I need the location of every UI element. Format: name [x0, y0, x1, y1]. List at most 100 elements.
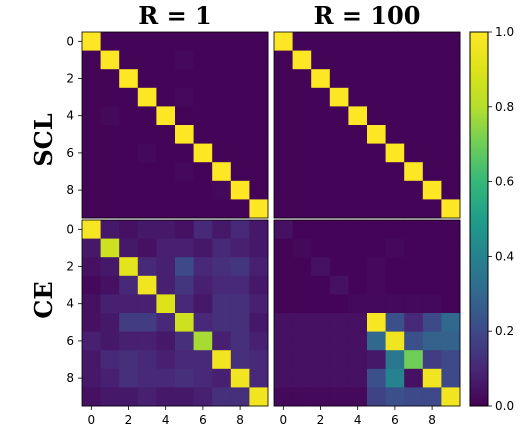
heatmap-cell-scl-r100-2-9 [441, 69, 461, 89]
heatmap-cell-scl-r1-5-1 [100, 125, 120, 144]
heatmap-cell-ce-r100-0-9 [441, 220, 461, 239]
heatmap-cell-scl-r1-4-4 [156, 106, 176, 126]
heatmap-cell-scl-r1-3-6 [193, 87, 213, 107]
heatmap-cell-ce-r1-0-8 [230, 220, 250, 239]
heatmap-cell-ce-r1-1-6 [193, 238, 213, 258]
heatmap-cell-scl-r1-3-4 [156, 87, 176, 107]
panel-frame-scl-r100 [273, 31, 461, 219]
heatmap-cell-ce-r1-1-7 [212, 238, 232, 258]
heatmap-cell-ce-r1-2-3 [137, 257, 157, 277]
heatmap-cell-ce-r100-2-7 [404, 257, 424, 277]
y-tick-label-scl-r1-4: 4 [66, 109, 74, 123]
heatmap-cell-scl-r100-7-0 [274, 162, 293, 182]
colorbar-ticks: 0.0 0.2 0.4 0.6 0.8 1.0 [488, 25, 514, 413]
heatmap-cell-scl-r1-4-8 [230, 106, 250, 126]
heatmap-cell-ce-r1-9-3 [137, 387, 157, 407]
heatmap-cell-scl-r1-4-2 [119, 106, 139, 126]
heatmap-cell-scl-r100-4-3 [329, 106, 349, 126]
heatmap-cell-ce-r100-6-8 [422, 331, 442, 351]
heatmap-cell-scl-r100-1-3 [329, 50, 349, 70]
heatmap-cell-ce-r1-2-5 [175, 257, 194, 277]
heatmap-cell-ce-r100-9-1 [292, 387, 312, 407]
heatmap-cell-scl-r1-9-8 [230, 199, 250, 219]
heatmap-cell-ce-r1-1-3 [137, 238, 157, 258]
x-tick-label-ce-r1-8: 8 [236, 413, 244, 427]
heatmap-cell-ce-r100-4-7 [404, 294, 424, 314]
heatmap-cell-scl-r100-5-9 [441, 125, 461, 144]
heatmap-cell-ce-r1-4-3 [137, 294, 157, 314]
x-tick-label-ce-r1-4: 4 [162, 413, 170, 427]
heatmap-cell-scl-r100-8-5 [367, 180, 386, 200]
heatmap-cell-ce-r100-1-8 [422, 238, 442, 258]
heatmap-cell-ce-r1-2-8 [230, 257, 250, 277]
heatmap-cell-scl-r1-3-0 [82, 87, 101, 107]
heatmap-cell-scl-r1-1-2 [119, 50, 139, 70]
heatmap-cell-ce-r1-7-4 [156, 350, 176, 370]
heatmap-cell-ce-r1-0-2 [119, 220, 139, 239]
heatmap-cell-ce-r100-0-0 [274, 220, 293, 239]
heatmap-cell-scl-r1-5-9 [249, 125, 269, 144]
heatmap-cell-ce-r1-8-1 [100, 368, 120, 388]
heatmap-cell-scl-r100-8-8 [422, 180, 442, 200]
heatmap-cell-scl-r1-5-3 [137, 125, 157, 144]
heatmap-cell-scl-r1-1-3 [137, 50, 157, 70]
heatmap-cell-ce-r1-4-9 [249, 294, 269, 314]
heatmap-cell-ce-r1-2-1 [100, 257, 120, 277]
axis-ticks: 0 2 4 6 8 0 2 4 6 8 0 2 4 6 8 0 2 4 6 8 [66, 34, 436, 427]
heatmap-cell-ce-r100-9-6 [385, 387, 405, 407]
heatmap-cell-scl-r1-2-9 [249, 69, 269, 89]
heatmap-cell-scl-r1-6-8 [230, 143, 250, 163]
heatmap-cell-scl-r100-2-5 [367, 69, 386, 89]
heatmap-cell-scl-r100-5-2 [311, 125, 331, 144]
heatmap-cell-ce-r100-6-0 [274, 331, 293, 351]
heatmap-cell-scl-r100-3-1 [292, 87, 312, 107]
heatmap-cell-scl-r100-8-3 [329, 180, 349, 200]
heatmap-cell-scl-r1-0-1 [100, 32, 120, 51]
heatmap-cell-scl-r100-1-2 [311, 50, 331, 70]
heatmap-cell-scl-r100-1-9 [441, 50, 461, 70]
heatmap-cell-scl-r1-1-7 [212, 50, 232, 70]
heatmap-cell-scl-r1-9-7 [212, 199, 232, 219]
heatmap-cell-ce-r100-8-5 [367, 368, 386, 388]
heatmap-cell-ce-r100-5-1 [292, 313, 312, 332]
heatmap-cell-scl-r100-4-6 [385, 106, 405, 126]
heatmap-cell-scl-r1-0-9 [249, 32, 269, 51]
heatmap-cell-ce-r1-5-9 [249, 313, 269, 332]
heatmap-cell-scl-r1-6-4 [156, 143, 176, 163]
heatmap-cell-ce-r100-9-3 [329, 387, 349, 407]
heatmap-cell-ce-r100-1-3 [329, 238, 349, 258]
heatmap-cell-scl-r100-6-6 [385, 143, 405, 163]
heatmap-cell-scl-r1-9-2 [119, 199, 139, 219]
heatmap-cell-scl-r100-3-9 [441, 87, 461, 107]
heatmap-cell-scl-r100-8-4 [348, 180, 368, 200]
heatmap-cell-ce-r100-7-2 [311, 350, 331, 370]
heatmap-cell-ce-r1-5-3 [137, 313, 157, 332]
heatmap-cell-scl-r100-6-7 [404, 143, 424, 163]
heatmap-cell-scl-r1-0-3 [137, 32, 157, 51]
heatmap-cell-scl-r100-1-0 [274, 50, 293, 70]
heatmap-cell-scl-r100-9-6 [385, 199, 405, 219]
heatmap-cell-ce-r100-3-3 [329, 275, 349, 295]
heatmap-cell-scl-r100-0-2 [311, 32, 331, 51]
heatmap-cell-scl-r1-7-4 [156, 162, 176, 182]
heatmap-cell-ce-r1-5-7 [212, 313, 232, 332]
heatmap-cell-scl-r100-7-3 [329, 162, 349, 182]
heatmap-cell-ce-r1-0-4 [156, 220, 176, 239]
heatmap-cell-ce-r1-8-8 [230, 368, 250, 388]
heatmap-cell-scl-r1-1-5 [175, 50, 194, 70]
heatmap-cell-ce-r100-1-6 [385, 238, 405, 258]
heatmap-cell-ce-r1-4-7 [212, 294, 232, 314]
heatmap-cell-ce-r100-3-5 [367, 275, 386, 295]
heatmap-cell-scl-r100-0-7 [404, 32, 424, 51]
heatmap-cell-ce-r1-9-1 [100, 387, 120, 407]
heatmap-cell-scl-r100-0-6 [385, 32, 405, 51]
heatmap-cell-scl-r1-8-3 [137, 180, 157, 200]
heatmap-cell-scl-r100-6-1 [292, 143, 312, 163]
heatmap-cell-scl-r1-4-0 [82, 106, 101, 126]
heatmap-cell-ce-r1-3-3 [137, 275, 157, 295]
column-title-r1: R = 1 [138, 1, 211, 30]
heatmap-cell-scl-r1-8-1 [100, 180, 120, 200]
heatmap-cell-ce-r1-3-0 [82, 275, 101, 295]
heatmap-cell-scl-r1-8-4 [156, 180, 176, 200]
heatmap-cell-scl-r100-5-5 [367, 125, 386, 144]
